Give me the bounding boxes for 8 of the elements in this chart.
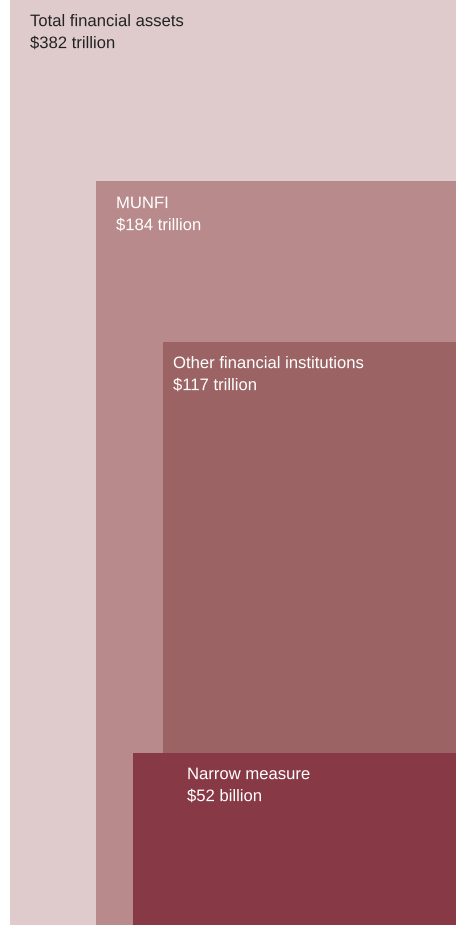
category-label: MUNFI — [117, 196, 168, 208]
data-label: $117 trillion — [173, 378, 256, 392]
category-label: Other financial institutions — [174, 356, 364, 368]
category-label: Total financial assets — [30, 14, 184, 26]
data-label: $52 billion — [187, 788, 261, 802]
data-label: $382 trillion — [30, 36, 114, 50]
category-label: Narrow measure — [188, 768, 310, 780]
data-label: $184 trillion — [116, 218, 200, 232]
